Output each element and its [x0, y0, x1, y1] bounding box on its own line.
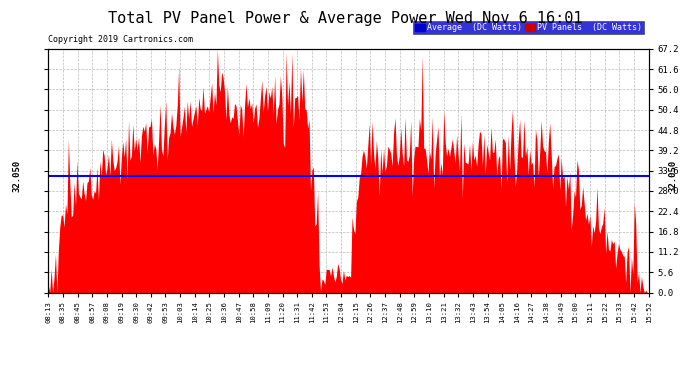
Text: Total PV Panel Power & Average Power Wed Nov 6 16:01: Total PV Panel Power & Average Power Wed… — [108, 11, 582, 26]
Text: Copyright 2019 Cartronics.com: Copyright 2019 Cartronics.com — [48, 35, 193, 44]
Legend: Average  (DC Watts), PV Panels  (DC Watts): Average (DC Watts), PV Panels (DC Watts) — [413, 21, 644, 34]
Text: 32.050: 32.050 — [668, 160, 678, 192]
Text: 32.050: 32.050 — [12, 160, 22, 192]
